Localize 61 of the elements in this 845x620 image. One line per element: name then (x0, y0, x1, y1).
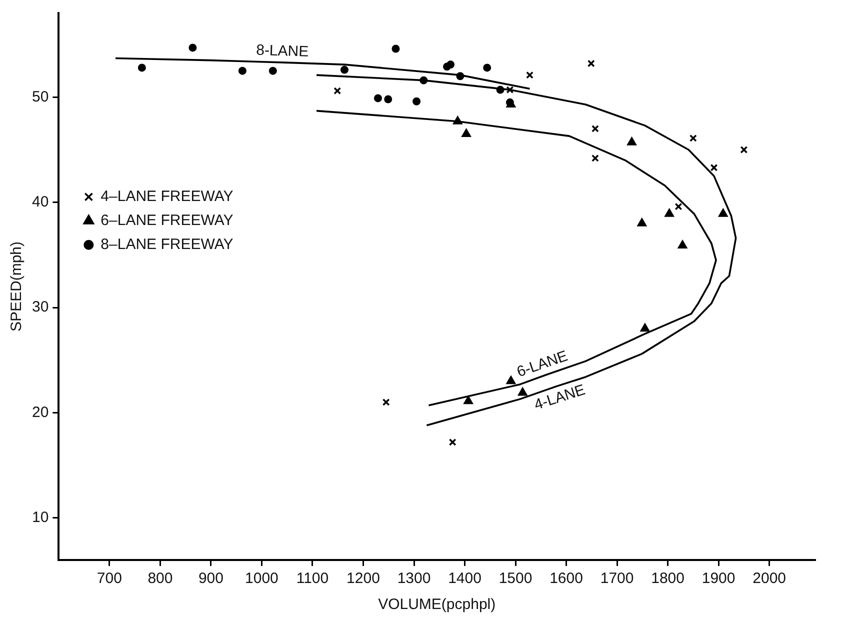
legend-label: 4–LANE FREEWAY (100, 188, 234, 205)
point (664, 208, 674, 217)
y-tick-label: 20 (32, 404, 49, 421)
point (392, 44, 400, 53)
point (268, 66, 277, 75)
legend-label: 6–LANE FREEWAY (100, 212, 234, 229)
x-tick-label: 2000 (752, 570, 786, 588)
point (626, 136, 637, 146)
point (412, 97, 421, 106)
point (188, 44, 197, 52)
point (506, 376, 516, 384)
annotation: 4-LANE (532, 381, 588, 414)
x-tick-label: 1900 (702, 570, 736, 588)
x-tick-label: 1500 (498, 570, 532, 588)
point (674, 202, 682, 210)
y-tick-label: 50 (32, 88, 49, 106)
point (446, 60, 455, 69)
point (374, 94, 382, 102)
point (526, 71, 534, 79)
point (138, 64, 146, 72)
y-axis-title: SPEED(mph) (8, 241, 26, 332)
point (591, 154, 599, 162)
point (640, 323, 650, 332)
point (448, 438, 456, 446)
point (678, 240, 688, 248)
x-tick-label: 1400 (448, 570, 482, 588)
point (637, 218, 647, 226)
point (238, 66, 246, 75)
legend-label: 8–LANE FREEWAY (100, 236, 234, 253)
point (382, 398, 390, 406)
point (506, 86, 514, 94)
x-tick-label: 1800 (651, 570, 684, 588)
point (334, 87, 342, 95)
x-tick-label: 1700 (600, 570, 634, 588)
point (718, 208, 728, 217)
x-tick-label: 1600 (550, 570, 583, 588)
annotation: 8-LANE (256, 42, 309, 60)
point (689, 134, 697, 142)
x-tick-label: 900 (198, 570, 224, 588)
annotation: 6-LANE (514, 348, 570, 381)
point (710, 164, 718, 172)
point (483, 64, 492, 72)
point (506, 98, 514, 106)
y-tick-label: 30 (32, 298, 49, 316)
point (740, 146, 748, 154)
x-tick-label: 1100 (296, 570, 329, 588)
x-tick-label: 700 (96, 570, 122, 588)
point (463, 396, 474, 404)
x-tick-label: 1200 (346, 570, 380, 588)
point (461, 128, 472, 137)
y-tick-label: 40 (32, 193, 49, 210)
x-axis-title: VOLUME(pcphpl) (378, 596, 496, 614)
point (384, 95, 392, 104)
x-tick-label: 1300 (397, 570, 431, 588)
point (591, 124, 599, 132)
y-tick-label: 10 (32, 509, 49, 526)
point (587, 60, 595, 68)
x-tick-label: 1000 (245, 570, 278, 588)
point (518, 387, 528, 396)
point (340, 66, 348, 74)
x-tick-label: 800 (148, 570, 173, 588)
